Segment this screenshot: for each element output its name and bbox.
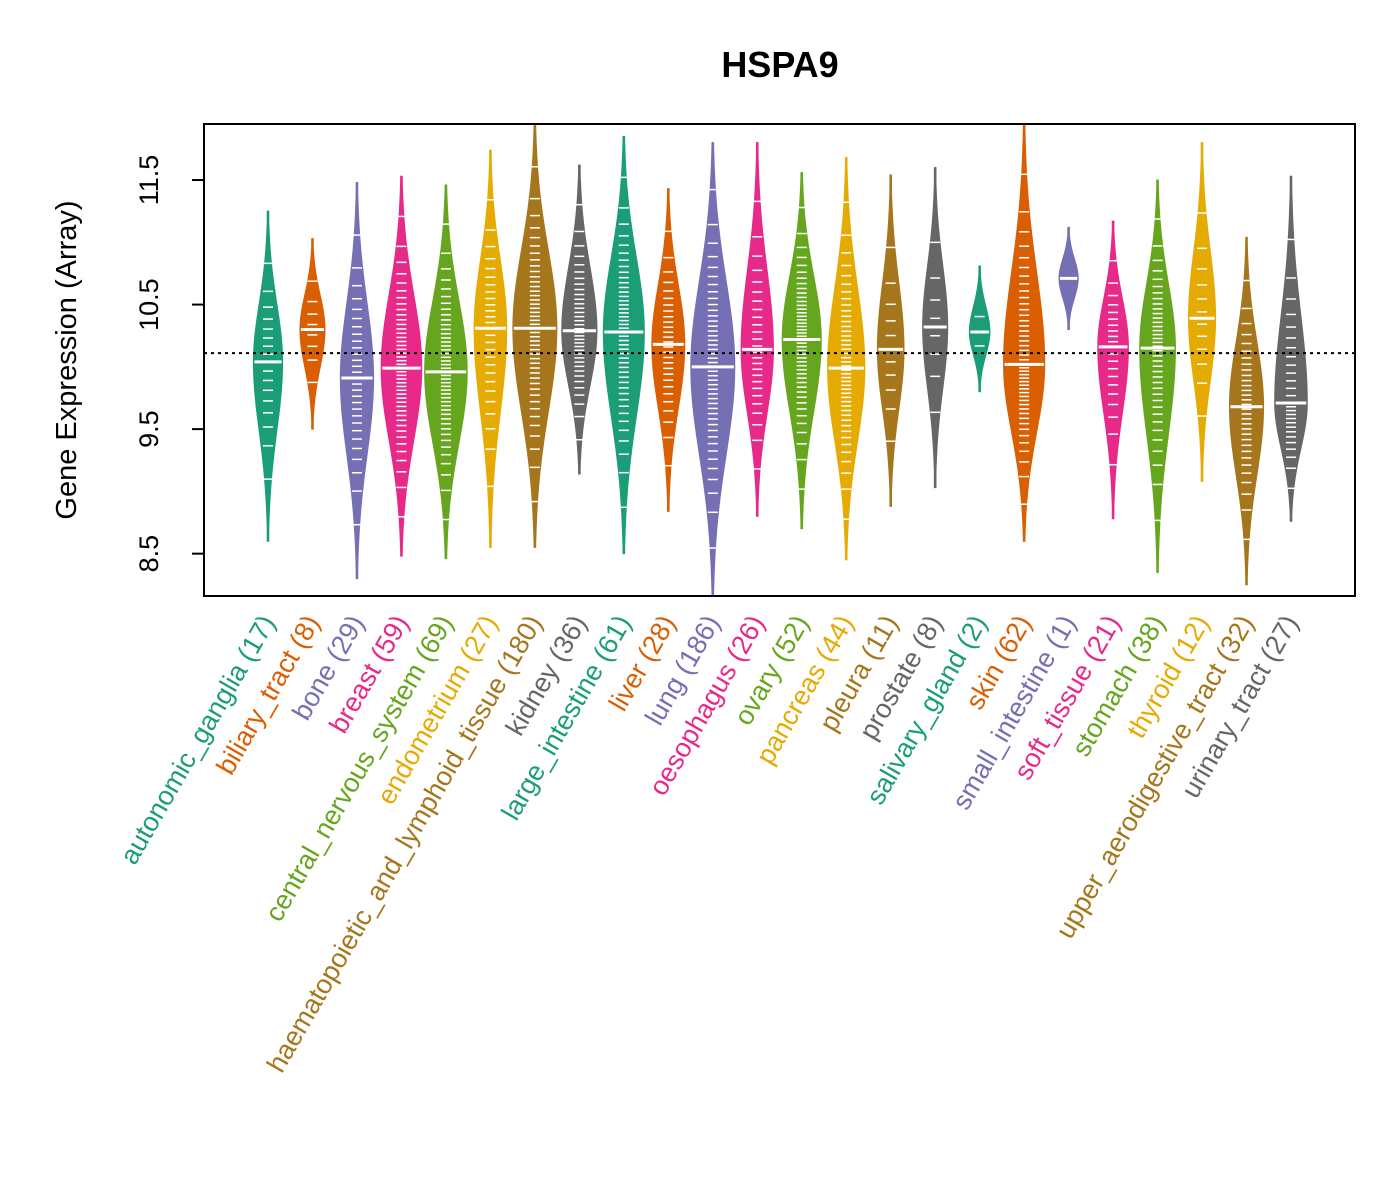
bean-thyroid [1187,142,1217,482]
bean-density [876,174,905,507]
bean-density [1274,175,1308,522]
bean-urinary_tract [1274,175,1308,522]
bean-biliary_tract [299,238,326,430]
y-axis-label: Gene Expression (Array) [51,200,83,519]
bean-density [561,164,598,475]
bean-kidney [561,164,598,475]
bean-large_intestine [602,135,645,555]
bean-density [299,238,326,430]
y-tick-label: 8.5 [134,535,164,573]
bean-pancreas [827,157,866,561]
bean-lung [690,142,736,597]
bean-prostate [922,167,949,489]
bean-density [690,142,736,597]
bean-density [339,182,375,580]
bean-stomach [1139,179,1176,573]
bean-salivary_gland [968,265,991,393]
bean-density [473,149,508,548]
bean-ovary [781,172,822,530]
bean-upper_aerodigestive_tract [1228,236,1265,586]
bean-pleura [876,174,905,507]
bean-density [968,265,991,393]
bean-density [1097,220,1129,520]
y-tick-label: 11.5 [134,155,164,206]
bean-bone [339,182,375,580]
y-tick-label: 9.5 [134,410,164,448]
bean-skin [1003,123,1046,542]
chart-title: HSPA9 [721,44,838,85]
bean-endometrium [473,149,508,548]
bean-density [1003,123,1046,542]
bean-density [1139,179,1176,573]
y-axis: 8.5 9.5 10.5 11.5 [134,155,205,573]
bean-breast [380,175,423,557]
bean-density [512,123,558,548]
bean-oesophagus [740,142,774,517]
bean-haematopoietic_and_lymphoid_tissue [512,123,558,548]
bean-density [1228,236,1265,586]
bean-density [651,188,686,512]
bean-density [827,157,866,561]
bean-central_nervous_system [424,184,468,560]
plot-frame [203,123,1356,597]
bean-liver [651,188,686,512]
bean-soft_tissue [1097,220,1129,520]
bean-density [740,142,774,517]
x-axis-labels: autonomic_ganglia (17)biliary_tract (8)b… [114,610,1304,1077]
beans-layer [252,123,1308,597]
bean-autonomic_ganglia [252,210,284,542]
bean-density [252,210,284,542]
bean-small_intestine [1058,226,1079,330]
y-tick-label: 10.5 [134,278,164,331]
bean-density [380,175,423,557]
